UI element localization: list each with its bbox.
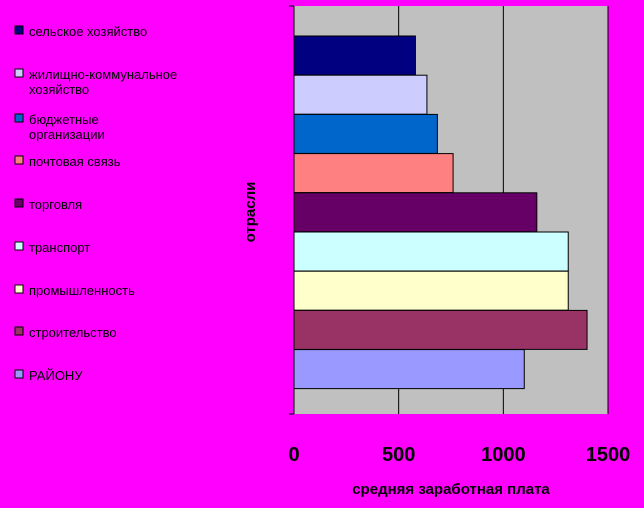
x-tick-labels: 0 500 1000 1500 (288, 444, 630, 466)
legend-swatch-3 (14, 155, 24, 165)
x-tick-label-3: 1500 (586, 444, 631, 466)
bar-5 (293, 231, 569, 272)
legend-label-6: промышленность (29, 283, 135, 298)
legend-label-2-line-1: организации (29, 127, 105, 142)
legend-label-5: транспорт (29, 240, 90, 255)
legend-swatch-0 (14, 25, 24, 35)
legend-swatch-1 (14, 68, 24, 78)
y-axis-title: отрасли (242, 182, 259, 243)
legend-label-7: строительство (29, 325, 117, 340)
legend-label-1-line-1: хозяйство (29, 82, 89, 97)
bar-8 (293, 349, 525, 390)
bars (293, 35, 588, 390)
bar-2 (293, 113, 438, 154)
legend-label-3: почтовая связь (29, 154, 121, 169)
legend-label-8: РАЙОНУ (29, 368, 83, 383)
bar-7 (293, 309, 588, 350)
legend-label-2-line-0: бюджетные (29, 112, 99, 127)
legend-swatch-7 (14, 326, 24, 336)
x-tick-label-0: 0 (288, 444, 299, 466)
bar-3 (293, 153, 454, 194)
bar-1 (293, 74, 428, 115)
x-tick-label-2: 1000 (481, 444, 526, 466)
legend-label-4: торговля (29, 197, 82, 212)
legend-swatch-6 (14, 284, 24, 294)
bar-0 (293, 35, 416, 76)
legend-label-1-line-0: жилищно-коммунальное (29, 67, 177, 82)
legend-swatch-4 (14, 198, 24, 208)
legend: сельское хозяйство жилищно-коммунальноехо… (14, 24, 177, 383)
legend-swatch-2 (14, 113, 24, 123)
legend-label-0: сельское хозяйство (29, 24, 147, 39)
legend-swatch-8 (14, 369, 24, 379)
axes (289, 5, 295, 415)
bar-6 (293, 270, 569, 311)
x-tick-label-1: 500 (382, 444, 415, 466)
bar-4 (293, 192, 538, 233)
legend-swatch-5 (14, 241, 24, 251)
x-axis-title: средняя заработная плата (352, 481, 550, 498)
